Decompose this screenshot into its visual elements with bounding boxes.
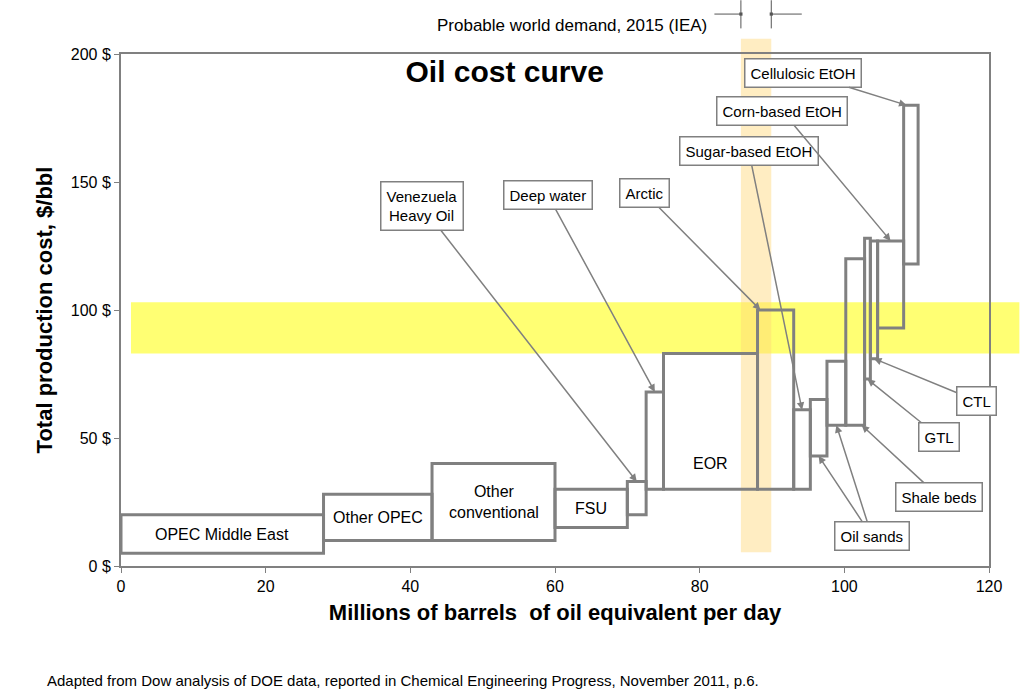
svg-text:CTL: CTL: [963, 393, 991, 410]
svg-text:0: 0: [117, 578, 126, 595]
svg-text:80: 80: [691, 578, 709, 595]
svg-text:EOR: EOR: [693, 455, 728, 472]
svg-text:Other OPEC: Other OPEC: [333, 509, 423, 526]
svg-text:VenezuelaHeavy Oil: VenezuelaHeavy Oil: [387, 188, 458, 225]
svg-text:100 $: 100 $: [71, 302, 111, 319]
svg-text:OPEC Middle East: OPEC Middle East: [155, 526, 289, 543]
svg-text:Arctic: Arctic: [626, 185, 664, 202]
svg-text:Otherconventional: Otherconventional: [449, 483, 539, 521]
svg-text:60: 60: [546, 578, 564, 595]
svg-text:Deep water: Deep water: [510, 187, 587, 204]
svg-text:50 $: 50 $: [80, 430, 111, 447]
svg-text:Probable world demand, 2015 (I: Probable world demand, 2015 (IEA): [437, 16, 707, 35]
svg-text:0 $: 0 $: [89, 558, 111, 575]
svg-text:Millions of barrels of oil eq: Millions of barrels of oil equivalent pe…: [329, 600, 782, 625]
svg-text:120: 120: [976, 578, 1003, 595]
svg-text:200 $: 200 $: [71, 46, 111, 63]
svg-text:Cellulosic EtOH: Cellulosic EtOH: [751, 65, 856, 82]
svg-text:FSU: FSU: [575, 500, 607, 517]
svg-text:Oil sands: Oil sands: [841, 528, 904, 545]
svg-text:Adapted from Dow analysis of D: Adapted from Dow analysis of DOE data, r…: [47, 672, 759, 689]
svg-text:Corn-based EtOH: Corn-based EtOH: [723, 103, 842, 120]
svg-text:20: 20: [257, 578, 275, 595]
svg-text:100: 100: [831, 578, 858, 595]
svg-text:Oil cost curve: Oil cost curve: [405, 55, 603, 88]
svg-text:Shale beds: Shale beds: [902, 489, 977, 506]
svg-text:Sugar-based EtOH: Sugar-based EtOH: [686, 143, 813, 160]
svg-text:40: 40: [401, 578, 419, 595]
svg-text:Total production cost, $/bbl: Total production cost, $/bbl: [32, 167, 57, 454]
svg-text:GTL: GTL: [925, 429, 954, 446]
svg-text:150 $: 150 $: [71, 174, 111, 191]
